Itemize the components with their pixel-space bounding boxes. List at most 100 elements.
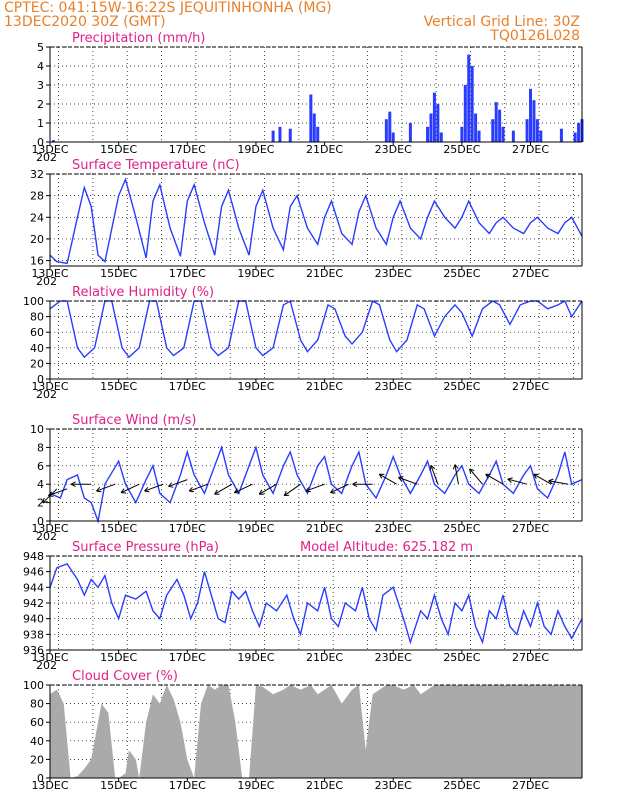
x-tick-label: 27DEC bbox=[512, 651, 549, 664]
wind-arrow-shaft bbox=[188, 483, 209, 492]
wind-arrow bbox=[330, 483, 349, 494]
precip-bar bbox=[288, 128, 292, 142]
pres-series-line bbox=[49, 562, 583, 645]
wind-arrow-shaft bbox=[305, 483, 325, 492]
y-tick-label: 5 bbox=[37, 41, 44, 54]
precip-bar bbox=[271, 130, 275, 142]
x-tick-label: 15DEC bbox=[100, 651, 137, 664]
x-tick-label: 13DEC bbox=[31, 267, 68, 280]
wind-arrow-head bbox=[168, 485, 174, 488]
x-tick-label: 19DEC bbox=[237, 267, 274, 280]
precip-bar bbox=[426, 126, 430, 142]
precip-bar bbox=[460, 126, 464, 142]
x-tick-label: 21DEC bbox=[306, 651, 343, 664]
wind-arrow-head bbox=[284, 494, 290, 497]
precip-bar bbox=[439, 132, 443, 142]
wind-arrow-head bbox=[507, 477, 513, 480]
wind-arrow-head bbox=[70, 481, 76, 485]
wind-arrow-head bbox=[96, 490, 102, 493]
wind-arrow-shaft bbox=[214, 483, 233, 495]
x-tick-label: 21DEC bbox=[306, 380, 343, 393]
x-tick-label: 25DEC bbox=[443, 779, 480, 792]
wind-arrow-shaft bbox=[48, 488, 68, 497]
wind-arrow-head bbox=[144, 486, 149, 492]
precip-bar bbox=[470, 66, 474, 142]
precip-bar bbox=[316, 126, 320, 142]
x-tick-label: 17DEC bbox=[169, 267, 206, 280]
wind-arrow-head bbox=[168, 482, 173, 487]
precip-bar bbox=[384, 119, 388, 142]
y-tick-label: 2 bbox=[37, 98, 44, 111]
wind-arrow-head bbox=[507, 478, 512, 483]
wind-arrow bbox=[305, 483, 325, 493]
wind-arrow-head bbox=[189, 490, 195, 493]
y-tick-label: 946 bbox=[23, 566, 44, 579]
precip-bar bbox=[532, 100, 536, 142]
precip-bar bbox=[539, 130, 543, 142]
x-tick-label: 13DEC bbox=[31, 779, 68, 792]
y-tick-label: 60 bbox=[30, 326, 44, 339]
y-tick-label: 938 bbox=[23, 628, 44, 641]
y-tick-label: 28 bbox=[30, 190, 44, 203]
wind-arrow bbox=[398, 476, 418, 485]
temp-series-line bbox=[49, 177, 583, 265]
wind-arrow-shaft bbox=[258, 483, 277, 495]
precip-bar bbox=[51, 140, 55, 142]
panel-title: Cloud Cover (%) bbox=[72, 669, 178, 684]
precip-bar bbox=[312, 113, 316, 142]
x-tick-label: 15DEC bbox=[100, 267, 137, 280]
precip-bar bbox=[498, 109, 502, 142]
wind-arrow-shaft bbox=[168, 479, 188, 487]
header-model: TQ0126L028 bbox=[489, 28, 580, 44]
wind-arrow-shaft bbox=[234, 483, 253, 494]
wind-arrow bbox=[233, 483, 253, 494]
wind-arrow-head bbox=[120, 488, 125, 493]
y-tick-label: 32 bbox=[30, 168, 44, 181]
precip-bar bbox=[467, 54, 471, 142]
precip-bar bbox=[525, 119, 529, 142]
x-tick-label: 25DEC bbox=[443, 380, 480, 393]
wind-arrow bbox=[283, 483, 301, 497]
precip-bar bbox=[388, 111, 392, 142]
x-year-label: 202 bbox=[36, 388, 57, 401]
panel-title: Surface Wind (m/s) bbox=[72, 413, 196, 428]
wind-arrow bbox=[352, 481, 373, 488]
wind-arrow-shaft bbox=[144, 483, 164, 492]
wind-arrow-head bbox=[188, 486, 193, 492]
x-tick-label: 25DEC bbox=[443, 143, 480, 156]
panel-wind: 0 2 4 6 8 10 13DEC 15DEC 17DEC 19DEC 21DEC 23DEC 25D… bbox=[30, 413, 583, 543]
precip-bar bbox=[408, 123, 412, 142]
x-tick-label: 27DEC bbox=[512, 380, 549, 393]
y-tick-label: 40 bbox=[30, 735, 44, 748]
rh-series-line bbox=[49, 299, 583, 359]
wind-arrow-head bbox=[42, 501, 48, 504]
wind-arrow-shaft bbox=[330, 483, 349, 494]
wind-arrow-shaft bbox=[507, 478, 528, 485]
wind-arrow-shaft bbox=[379, 473, 397, 485]
wind-arrow-head bbox=[533, 473, 537, 479]
wind-arrow-head bbox=[70, 483, 76, 488]
precip-bar bbox=[573, 132, 577, 142]
precip-bar bbox=[429, 113, 433, 142]
precip-bar bbox=[494, 102, 498, 142]
precip-bar bbox=[491, 119, 495, 142]
wind-arrow bbox=[378, 473, 397, 485]
wind-arrow bbox=[258, 483, 277, 495]
header-station: CPTEC: 041:15W-16:22S JEQUITINHONHA (MG) bbox=[4, 0, 332, 16]
wind-arrow-shaft bbox=[120, 483, 140, 494]
wind-arrow bbox=[533, 473, 552, 485]
header-grid-note: Vertical Grid Line: 30Z bbox=[424, 14, 580, 30]
y-tick-label: 942 bbox=[23, 597, 44, 610]
wind-arrow-head bbox=[330, 488, 334, 493]
wind-arrow-head bbox=[430, 465, 436, 470]
wind-arrow-shaft bbox=[548, 480, 569, 485]
wind-arrow bbox=[429, 465, 439, 485]
wind-arrow-head bbox=[398, 476, 404, 478]
x-tick-label: 21DEC bbox=[306, 143, 343, 156]
precip-bar bbox=[463, 85, 467, 142]
y-tick-label: 936 bbox=[23, 644, 44, 657]
wind-arrow bbox=[452, 464, 459, 485]
wind-arrow-head bbox=[452, 464, 456, 470]
wind-arrow bbox=[214, 483, 233, 495]
panel-temp: 16 20 24 28 32 13DEC 15DEC 17DEC 19DEC 21DEC 23DEC… bbox=[30, 158, 583, 288]
